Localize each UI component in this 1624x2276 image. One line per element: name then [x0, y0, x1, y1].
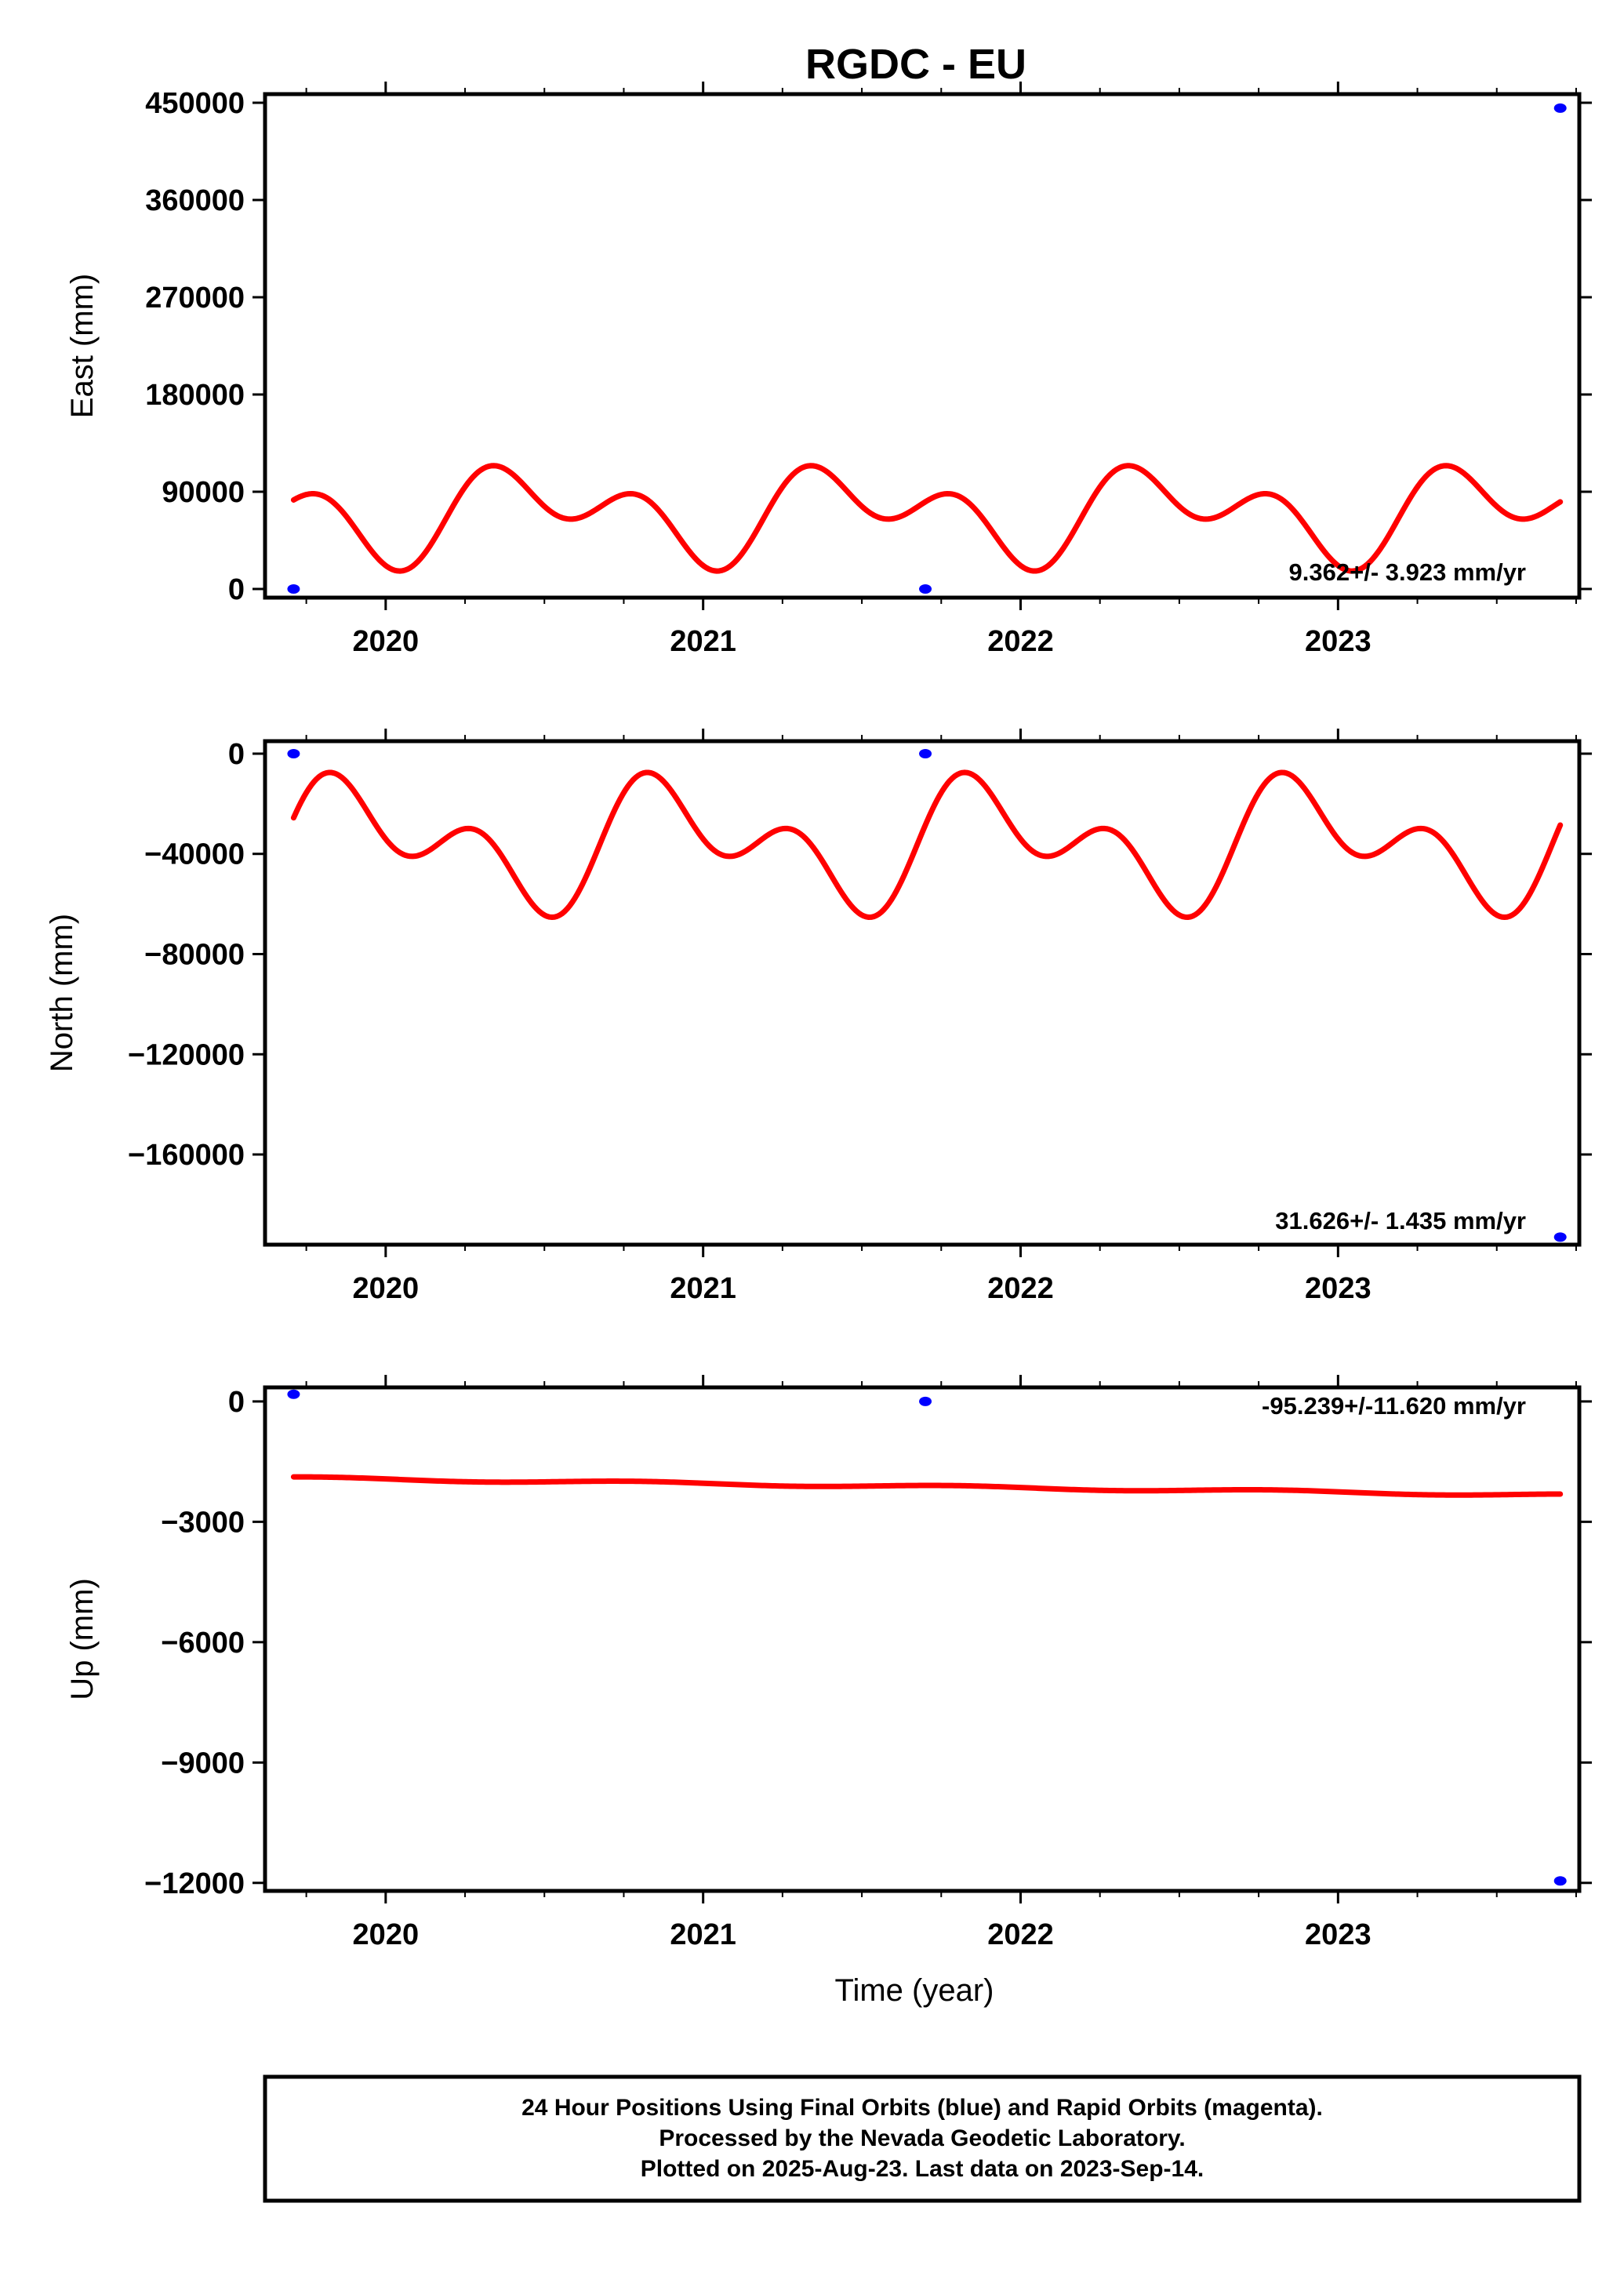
up-xtick-label-1: 2021 — [670, 1918, 736, 1951]
footer-frame — [263, 2074, 1582, 2203]
up-data-point-3 — [1553, 1876, 1567, 1886]
north-ytick-label-1: −40000 — [144, 838, 245, 871]
north-ytick-label-0: 0 — [228, 738, 245, 771]
north-xtick-label-1: 2021 — [670, 1272, 736, 1305]
up-plot-frame — [263, 1385, 1582, 1893]
up-xlabel: Time (year) — [835, 1973, 994, 2008]
east-velocity-label: 9.362+/- 3.923 mm/yr — [1289, 558, 1526, 586]
north-xtick-label-2: 2022 — [987, 1272, 1054, 1305]
east-ytick-label-0: 0 — [228, 573, 245, 606]
footer-line-3: Plotted on 2025-Aug-23. Last data on 202… — [641, 2156, 1204, 2182]
north-data-point-1 — [287, 748, 300, 758]
east-ytick-label-1: 90000 — [162, 476, 245, 509]
north-panel: 0 −40000 −80000 −120000 −160000 2020 2021 2022 2… — [45, 729, 1592, 1305]
north-xtick-label-0: 2020 — [353, 1272, 420, 1305]
north-model-curve — [290, 769, 1564, 921]
east-ylabel: East (mm) — [65, 274, 100, 418]
up-velocity-label: -95.239+/-11.620 mm/yr — [1262, 1392, 1526, 1420]
up-model-curve — [290, 1474, 1564, 1498]
east-xtick-label-1: 2021 — [670, 625, 736, 658]
up-panel: 0 −3000 −6000 −9000 −12000 2020 2021 2022 2023 Up… — [65, 1375, 1592, 2008]
up-data-point-2 — [919, 1396, 932, 1406]
east-data-point-1 — [287, 584, 300, 594]
east-xtick-label-3: 2023 — [1305, 625, 1371, 658]
up-xtick-label-2: 2022 — [987, 1918, 1054, 1951]
east-xtick-label-0: 2020 — [353, 625, 420, 658]
up-xtick-label-0: 2020 — [353, 1918, 420, 1951]
up-ylabel: Up (mm) — [65, 1578, 100, 1700]
north-ytick-label-2: −80000 — [144, 938, 245, 971]
footer-line-1: 24 Hour Positions Using Final Orbits (bl… — [521, 2095, 1323, 2121]
east-plot-frame — [263, 92, 1582, 600]
footer-box: 24 Hour Positions Using Final Orbits (bl… — [263, 2074, 1582, 2203]
footer-line-2: Processed by the Nevada Geodetic Laborat… — [659, 2125, 1185, 2151]
north-plot-frame — [263, 739, 1582, 1247]
north-data-point-2 — [919, 748, 932, 758]
up-xtick-label-3: 2023 — [1305, 1918, 1371, 1951]
up-ytick-label-1: −3000 — [161, 1506, 245, 1539]
north-velocity-label: 31.626+/- 1.435 mm/yr — [1275, 1207, 1526, 1234]
north-ytick-label-3: −120000 — [128, 1038, 245, 1071]
east-data-point-2 — [919, 584, 932, 594]
east-ytick-label-3: 270000 — [145, 282, 245, 314]
up-ytick-label-0: 0 — [228, 1386, 245, 1419]
north-ytick-label-4: −160000 — [128, 1139, 245, 1172]
east-model-curve — [290, 463, 1564, 574]
up-ytick-label-3: −9000 — [161, 1747, 245, 1780]
east-data-point-3 — [1553, 103, 1567, 113]
east-ytick-label-5: 450000 — [145, 87, 245, 120]
up-ytick-label-2: −6000 — [161, 1627, 245, 1660]
east-panel: 0 90000 180000 270000 360000 450000 2020 2021 20… — [65, 82, 1592, 658]
north-data-point-3 — [1553, 1232, 1567, 1242]
up-ytick-label-4: −12000 — [144, 1867, 245, 1900]
north-ylabel: North (mm) — [45, 914, 79, 1072]
east-xtick-label-2: 2022 — [987, 625, 1054, 658]
chart-title: RGDC - EU — [805, 41, 1026, 88]
north-xtick-label-3: 2023 — [1305, 1272, 1371, 1305]
up-data-point-1 — [287, 1389, 300, 1399]
east-ytick-label-2: 180000 — [145, 379, 245, 412]
east-ytick-label-4: 360000 — [145, 184, 245, 217]
